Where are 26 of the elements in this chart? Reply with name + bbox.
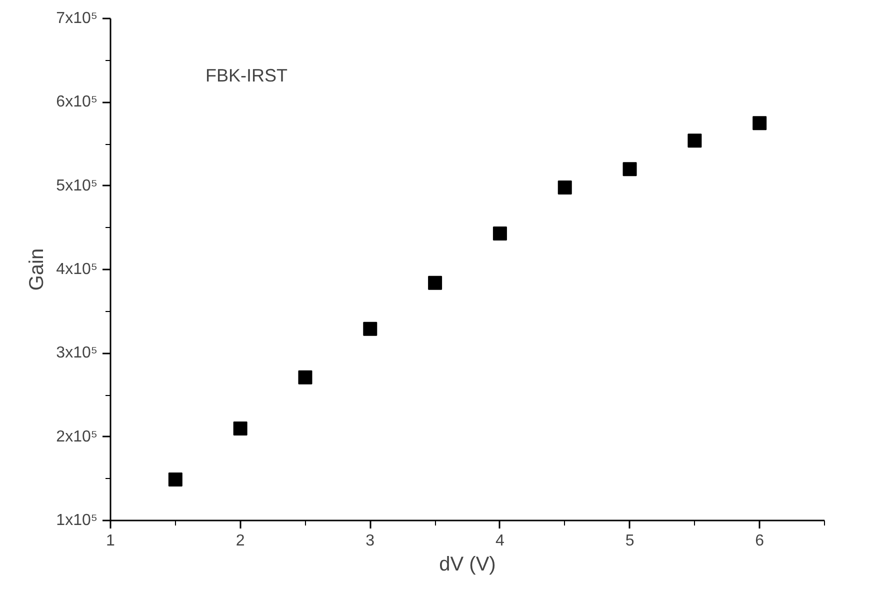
x-tick-label: 5 [625, 532, 634, 550]
x-tick-label: 4 [496, 532, 505, 550]
point [168, 472, 182, 487]
y-tick-label: 5x10⁵ [56, 177, 98, 194]
point [752, 116, 767, 130]
y-tick-label: 6x10⁵ [56, 94, 98, 111]
point [298, 370, 312, 384]
point [428, 276, 442, 290]
point [492, 226, 507, 241]
x-tick-label: 3 [366, 532, 375, 550]
x-axis-title: dV (V) [439, 554, 496, 576]
y-axis-title: Gain [26, 248, 48, 291]
point [363, 322, 378, 336]
point [622, 162, 637, 176]
x-tick-label: 6 [755, 532, 764, 550]
x-tick-label: 2 [236, 532, 245, 550]
y-tick-label: 4x10⁵ [56, 261, 98, 278]
y-tick-label: 1x10⁵ [56, 512, 98, 529]
y-tick-label: 7x10⁵ [56, 10, 98, 27]
point [688, 134, 702, 148]
x-tick-label: 1 [106, 532, 116, 550]
point [558, 180, 572, 195]
point [233, 421, 248, 436]
y-tick-label: 2x10⁵ [56, 428, 98, 446]
y-tick-label: 3x10⁵ [56, 344, 98, 362]
annotation: FBK-IRST [206, 66, 288, 86]
